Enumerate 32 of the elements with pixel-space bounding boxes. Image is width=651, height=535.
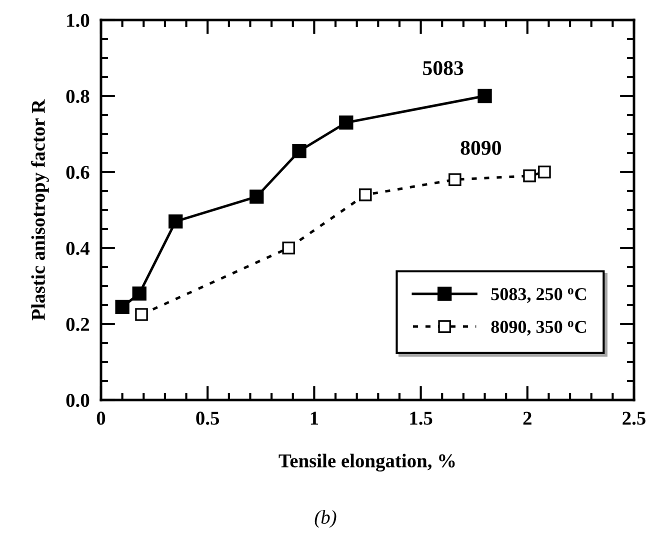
point xyxy=(538,166,551,178)
y-tick-label: 0.4 xyxy=(66,242,90,256)
point xyxy=(523,169,536,182)
y-tick-label: 1.0 xyxy=(67,14,90,28)
y-tick-label: 0.0 xyxy=(66,394,90,408)
point xyxy=(115,300,130,314)
x-tick-label: 0 xyxy=(96,412,106,425)
legend-label: 8090, 350 $^{o}$C xyxy=(491,320,586,336)
point xyxy=(135,308,148,321)
x-tick-label: 1 xyxy=(310,412,318,425)
y-tick-label: 0.2 xyxy=(66,318,90,332)
x-tick-label: 2.5 xyxy=(622,412,646,425)
x-tick-label: 1.5 xyxy=(410,412,432,425)
point xyxy=(132,286,146,301)
x-tick-label: 2 xyxy=(523,412,532,425)
y-axis-title: Plastic anisotropy factor R xyxy=(31,99,49,320)
point xyxy=(358,188,372,202)
y-tick-label: 0.8 xyxy=(66,90,90,104)
text: (b) xyxy=(314,510,336,528)
point xyxy=(250,190,264,204)
x-axis-title: Tensile elongation, % xyxy=(278,454,455,472)
point xyxy=(292,144,306,158)
legend-label: 5083, 250 $^{o}$C xyxy=(491,288,586,303)
x-tick-label: 0.5 xyxy=(196,412,220,425)
point xyxy=(168,214,183,228)
point xyxy=(478,88,492,104)
point xyxy=(282,242,296,254)
annotation: 8090 xyxy=(460,140,501,155)
point xyxy=(448,173,462,186)
annotation: 5083 xyxy=(423,61,464,76)
y-tick-label: 0.6 xyxy=(66,166,90,180)
point xyxy=(339,116,354,130)
